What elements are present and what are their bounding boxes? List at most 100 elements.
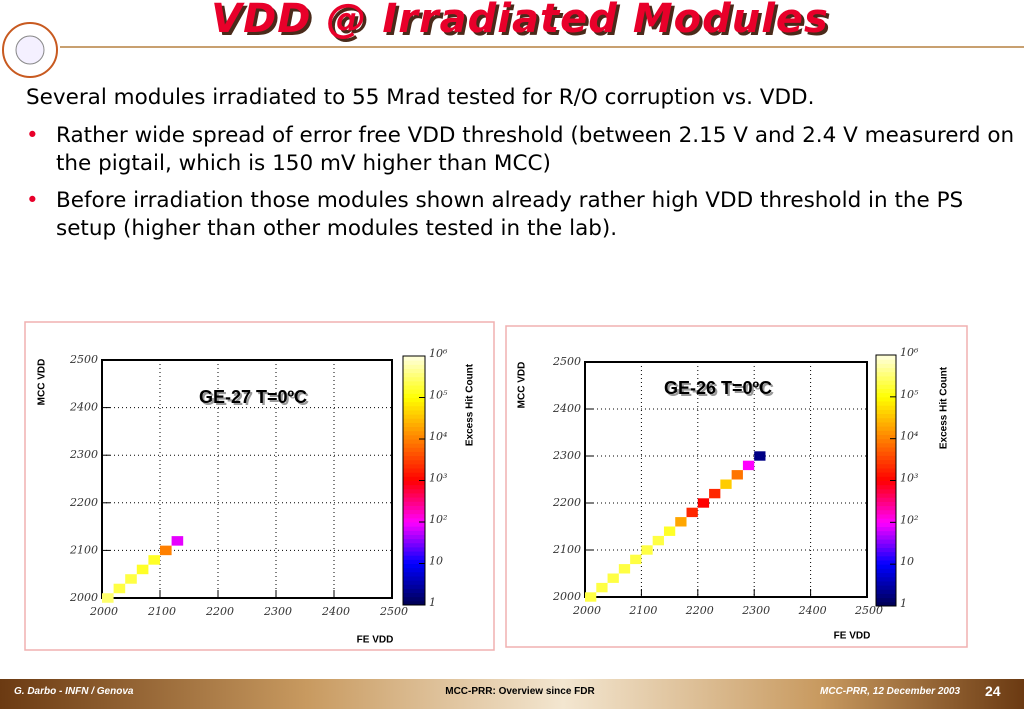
colorbar-segment (876, 576, 896, 582)
colorbar-segment (876, 405, 896, 410)
colorbar-segment (403, 472, 425, 477)
x-tick-label: 2400 (321, 605, 350, 618)
colorbar-tick-label: 10⁵ (900, 388, 919, 401)
colorbar-segment (403, 559, 425, 564)
colorbar-segment (403, 505, 425, 511)
colorbar-segment (403, 584, 425, 589)
x-axis-label: FE VDD (834, 631, 871, 642)
colorbar-segment (403, 463, 425, 469)
colorbar-segment (876, 367, 896, 373)
colorbar-segment (403, 468, 425, 473)
colorbar-segment (876, 568, 896, 574)
slide-title: VDD @ Irradiated Modules (211, 0, 829, 42)
heat-cell (136, 564, 149, 575)
x-tick-label: 2000 (89, 605, 118, 618)
colorbar-segment (876, 526, 896, 532)
colorbar-segment (876, 593, 896, 599)
colorbar-segment (876, 467, 896, 473)
colorbar-segment (403, 580, 425, 585)
heat-cell (720, 479, 732, 489)
colorbar-segment (403, 451, 425, 457)
colorbar-segment (403, 434, 425, 440)
y-tick-label: 2000 (552, 590, 581, 603)
colorbar-segment (403, 380, 425, 386)
colorbar-segment (403, 497, 425, 502)
colorbar-segment (403, 563, 425, 569)
colorbar-segment (876, 447, 896, 452)
colorbar-segment (876, 451, 896, 456)
colorbar-segment (876, 355, 896, 360)
x-tick-label: 2100 (628, 604, 657, 617)
footer-left: G. Darbo - INFN / Genova (14, 686, 134, 697)
colorbar-segment (403, 526, 425, 531)
heat-cell (607, 573, 619, 583)
colorbar-segment (876, 438, 896, 444)
colorbar-segment (876, 559, 896, 565)
y-tick-label: 2400 (69, 401, 98, 414)
x-tick-label: 2300 (263, 605, 292, 618)
y-tick-label: 2500 (69, 353, 98, 366)
colorbar-segment (403, 443, 425, 448)
colorbar-segment (876, 380, 896, 385)
colorbar-tick-label: 10⁶ (900, 346, 919, 359)
colorbar-segment (403, 571, 425, 577)
colorbar-segment (876, 434, 896, 440)
y-tick-label: 2400 (552, 402, 581, 415)
colorbar-segment (876, 455, 896, 461)
heat-cell (731, 470, 743, 480)
colorbar-segment (403, 596, 425, 602)
footer-right: MCC-PRR, 12 December 2003 (820, 686, 961, 697)
footer-bar (0, 679, 1024, 709)
bullet: Before irradiation those modules shown a… (26, 187, 1016, 243)
colorbar-segment (876, 534, 896, 540)
colorbar-segment (403, 389, 425, 394)
colorbar-segment (403, 430, 425, 436)
colorbar-segment (876, 505, 896, 511)
heat-cell (663, 526, 676, 536)
colorbar-segment (876, 547, 896, 553)
colorbar-segment (876, 413, 896, 419)
colorbar-segment (403, 492, 425, 498)
colorbar-tick-label: 10⁴ (429, 430, 447, 443)
colorbar-segment (403, 426, 425, 432)
colorbar-segment (403, 368, 425, 374)
colorbar-segment (403, 530, 425, 535)
colorbar-segment (403, 551, 425, 556)
colorbar-segment (403, 409, 425, 415)
heat-cell (630, 554, 642, 565)
y-axis-label: MCC VDD (37, 359, 48, 406)
x-tick-label: 2500 (854, 604, 883, 617)
colorbar-segment (876, 539, 896, 544)
colorbar-segment (403, 600, 425, 606)
colorbar-segment (876, 375, 896, 381)
colorbar-segment (876, 501, 896, 507)
colorbar-segment (876, 371, 896, 377)
colorbar-segment (403, 567, 425, 573)
y-axis-label: MCC VDD (517, 362, 528, 409)
colorbar-segment (876, 426, 896, 431)
colorbar-segment (403, 405, 425, 411)
colorbar-segment (876, 597, 896, 603)
colorbar-segment (403, 517, 425, 523)
colorbar-segment (403, 538, 425, 544)
colorbar-segment (876, 580, 896, 586)
colorbar-segment (403, 484, 425, 490)
colorbar-segment (876, 530, 896, 536)
colorbar-segment (876, 401, 896, 406)
colorbar-segment (876, 551, 896, 557)
colorbar-segment (876, 484, 896, 490)
colorbar-segment (403, 459, 425, 465)
colorbar-segment (403, 422, 425, 428)
colorbar-tick-label: 1 (429, 596, 436, 609)
intro: Several modules irradiated to 55 Mrad te… (26, 85, 815, 110)
x-tick-label: 2200 (205, 605, 234, 618)
y-tick-label: 2000 (69, 591, 98, 604)
colorbar-segment (403, 588, 425, 594)
heat-cell (641, 545, 653, 555)
heat-cell (675, 517, 687, 527)
colorbar-segment (876, 493, 896, 498)
colorbar-segment (876, 555, 896, 561)
page-number: 24 (985, 683, 1001, 699)
colorbar-segment (876, 396, 896, 402)
